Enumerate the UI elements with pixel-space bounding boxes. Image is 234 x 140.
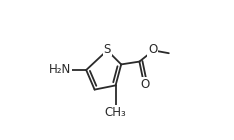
- Text: O: O: [140, 78, 150, 90]
- Text: S: S: [103, 43, 111, 55]
- Text: H₂N: H₂N: [49, 63, 71, 76]
- Text: CH₃: CH₃: [105, 106, 126, 119]
- Text: O: O: [148, 43, 157, 56]
